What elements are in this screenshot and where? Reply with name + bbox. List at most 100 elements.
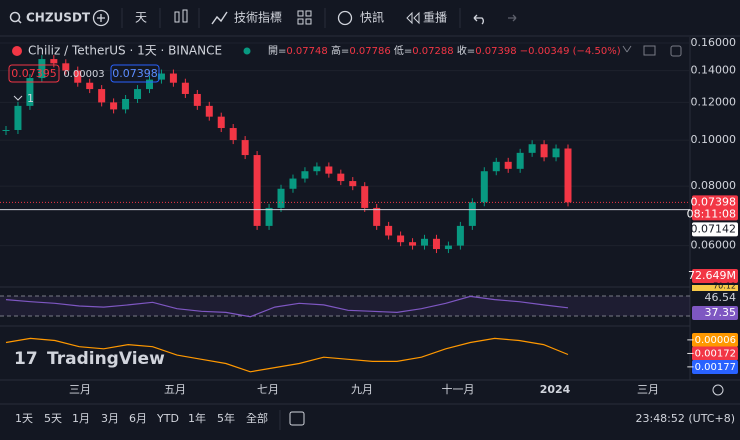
y-tick-label: 0.12000 <box>691 95 737 108</box>
marker-tag <box>692 222 738 237</box>
ask-box[interactable] <box>110 64 160 83</box>
ohlc: 開=0.07748 高=0.07786 低=0.07288 收=0.07398 … <box>268 44 621 57</box>
rsi-value: 37.35 <box>705 306 737 319</box>
toolbar-bg <box>0 0 740 36</box>
range-button[interactable]: 1天 <box>15 412 33 425</box>
range-button[interactable]: 6月 <box>129 412 147 425</box>
candle <box>253 155 261 226</box>
collapse[interactable] <box>622 45 632 53</box>
candle <box>181 82 189 94</box>
range-button[interactable]: 5天 <box>44 412 62 425</box>
indicators[interactable]: 技術指標 <box>234 10 282 25</box>
candle <box>301 171 309 179</box>
candle <box>468 202 476 226</box>
candle <box>337 173 345 182</box>
undo[interactable] <box>473 14 484 25</box>
candle <box>492 161 500 172</box>
replay[interactable]: 重播 <box>423 11 447 25</box>
candle <box>50 59 58 64</box>
range-button[interactable]: 3月 <box>101 412 119 425</box>
candle <box>241 140 249 156</box>
candle <box>444 245 452 250</box>
candle <box>480 171 488 203</box>
grid-icon <box>305 10 312 17</box>
y-tick-label: 0.14000 <box>691 64 737 77</box>
rsi-upper: 70.12 <box>713 282 736 291</box>
range-button[interactable]: YTD <box>156 412 179 425</box>
candle <box>134 89 142 99</box>
x-tick-label: 七月 <box>257 383 279 396</box>
volume-label: 72.649M <box>688 269 736 282</box>
ask: 0.07398 <box>112 67 158 80</box>
x-tick-label: 三月 <box>637 383 659 396</box>
search-icon <box>17 19 22 24</box>
brand-mark: 𝟭𝟳 <box>14 349 38 369</box>
range-button[interactable]: 5年 <box>217 411 235 425</box>
candle <box>110 102 118 110</box>
y-tick-label: 0.08000 <box>691 179 737 192</box>
bid-box[interactable] <box>8 64 60 83</box>
range-button[interactable]: 1月 <box>72 412 90 425</box>
grid-icon <box>305 18 312 25</box>
interval[interactable]: 天 <box>135 11 147 25</box>
candle <box>229 128 237 141</box>
chart-type[interactable] <box>174 9 188 23</box>
candle <box>14 105 22 130</box>
indicator-toggle[interactable] <box>13 95 23 101</box>
y-tick-label: 0.10000 <box>691 133 737 146</box>
label: 收= <box>457 44 475 57</box>
label: 高= <box>331 44 349 57</box>
value: 0.07398 <box>475 46 516 57</box>
candle-icon <box>174 11 180 23</box>
candle <box>456 225 464 246</box>
candle <box>169 73 177 83</box>
range-button[interactable]: 1年 <box>188 411 206 425</box>
candle <box>432 238 440 250</box>
candle <box>2 129 10 131</box>
candle <box>217 116 225 129</box>
candle <box>313 166 321 172</box>
candle <box>62 63 70 71</box>
settings-btn[interactable] <box>643 45 656 56</box>
change: −0.00349 (−4.50%) <box>520 46 621 57</box>
x-tick-label: 十一月 <box>442 382 475 396</box>
candle <box>361 186 369 208</box>
candle <box>325 166 333 174</box>
candle <box>277 188 285 208</box>
macd-label: −0.00177 <box>686 362 736 373</box>
search-icon <box>9 11 21 23</box>
x-tick-label: 三月 <box>69 383 91 396</box>
rsi-band <box>0 296 690 316</box>
value: 0.07748 <box>286 46 327 57</box>
layout-button[interactable] <box>297 10 312 25</box>
candle <box>504 161 512 169</box>
symbol-search[interactable]: CHZUSDT <box>9 11 91 25</box>
range-button[interactable]: 全部 <box>246 411 268 425</box>
macd-tag <box>692 346 738 361</box>
label: 低= <box>394 44 412 57</box>
candle <box>421 238 429 246</box>
rsi-ma: 46.54 <box>705 291 737 304</box>
axis-settings[interactable] <box>712 384 724 396</box>
candle <box>397 235 405 243</box>
candle <box>26 78 34 106</box>
indicator-line <box>5 295 569 318</box>
label: 開= <box>268 45 286 57</box>
x-tick-label: 2024 <box>540 383 571 396</box>
alert[interactable]: 快訊 <box>360 10 384 25</box>
goto-date[interactable] <box>289 411 305 426</box>
macd-tag <box>692 333 738 347</box>
candle <box>373 207 381 226</box>
replay-icon <box>406 11 420 25</box>
add-symbol[interactable] <box>92 9 110 27</box>
y-tick-label: 0.16000 <box>691 36 737 49</box>
symbol[interactable]: CHZUSDT <box>26 11 91 25</box>
redo[interactable] <box>508 14 517 22</box>
candle <box>157 73 165 80</box>
candle <box>540 144 548 158</box>
candle <box>98 89 106 103</box>
volume-tag <box>692 269 738 283</box>
maximize[interactable] <box>670 45 682 57</box>
